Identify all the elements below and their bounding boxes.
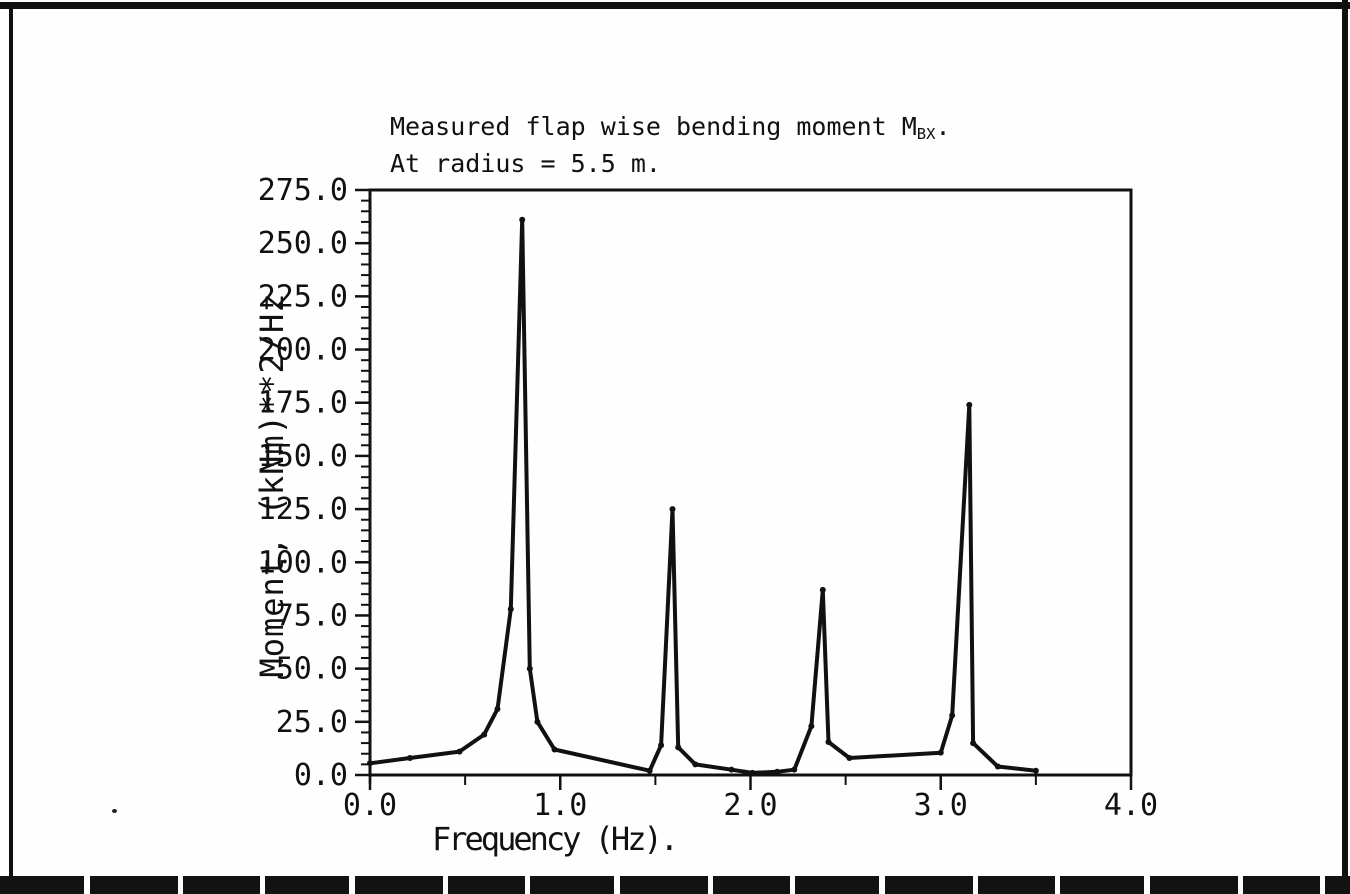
data-point	[481, 731, 488, 738]
data-point	[825, 739, 832, 746]
data-point	[519, 216, 526, 223]
data-point	[819, 586, 826, 593]
data-point	[494, 706, 501, 713]
data-point	[669, 506, 676, 513]
scan-border-left	[9, 4, 13, 894]
spectrum-curve	[368, 217, 1038, 775]
y-tick-label: 25.0	[276, 705, 348, 740]
x-tick-label: 3.0	[914, 788, 968, 823]
data-point	[791, 766, 798, 773]
scan-border-top	[0, 2, 1350, 9]
scan-speck	[112, 809, 117, 813]
data-point	[994, 763, 1001, 770]
y-tick-label: 275.0	[258, 173, 348, 208]
data-point	[1032, 767, 1039, 774]
data-point	[456, 748, 463, 755]
chart-title-line1: Measured flap wise bending moment MBX.	[390, 112, 951, 143]
y-tick-label: 0.0	[294, 758, 348, 793]
y-tick-label: 50.0	[276, 652, 348, 687]
data-point	[526, 665, 533, 672]
chart-title-line2: At radius = 5.5 m.	[390, 149, 661, 178]
y-tick-label: 75.0	[276, 598, 348, 633]
data-point	[937, 749, 944, 756]
y-tick-label: 125.0	[258, 492, 348, 527]
data-point	[749, 769, 756, 776]
data-point	[658, 742, 665, 749]
y-tick-label: 175.0	[258, 386, 348, 421]
data-point	[970, 740, 977, 747]
data-point	[728, 766, 735, 773]
y-tick-label: 150.0	[258, 439, 348, 474]
data-point	[808, 723, 815, 730]
data-point	[966, 401, 973, 408]
data-point	[507, 606, 514, 613]
data-point	[675, 744, 682, 751]
x-axis-title: Frequency (Hz).	[432, 820, 679, 858]
plot-frame	[368, 188, 1133, 777]
data-point	[774, 768, 781, 775]
y-tick-label: 225.0	[258, 279, 348, 314]
chart-title: Measured flap wise bending moment MBX. A…	[390, 112, 951, 178]
scan-border-bottom	[0, 876, 1350, 894]
y-tick-label: 200.0	[258, 333, 348, 368]
data-point	[646, 767, 653, 774]
x-tick-label: 0.0	[343, 788, 397, 823]
title-subscript: BX	[916, 125, 936, 143]
x-tick-label: 2.0	[723, 788, 777, 823]
y-tick-label: 250.0	[258, 226, 348, 261]
data-point	[367, 760, 373, 767]
data-point	[406, 754, 413, 761]
data-point	[551, 746, 558, 753]
data-point	[534, 718, 541, 725]
data-point	[846, 754, 853, 761]
scan-border-right	[1342, 0, 1348, 894]
y-tick-label: 100.0	[258, 545, 348, 580]
x-tick-label: 4.0	[1104, 788, 1158, 823]
data-point	[692, 761, 699, 768]
x-tick-label: 1.0	[533, 788, 587, 823]
data-point	[949, 712, 956, 719]
